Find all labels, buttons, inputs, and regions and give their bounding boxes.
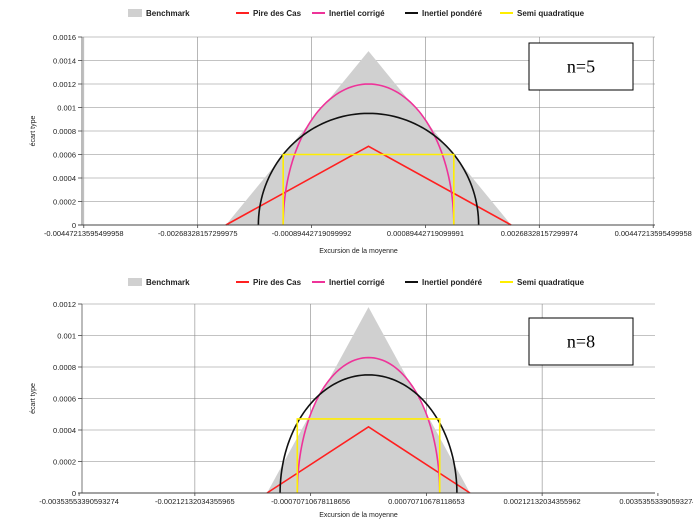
x-tick-label: -0.00212132034355965 xyxy=(155,497,235,506)
y-axis-title: écart type xyxy=(30,116,37,147)
legend-label-5: Semi quadratique xyxy=(517,9,585,18)
x-tick-label: 0.00070710678118653 xyxy=(388,497,465,506)
series-line-4 xyxy=(279,374,458,494)
y-tick-label: 0.0008 xyxy=(53,363,76,372)
legend-label-3: Inertiel corrigé xyxy=(329,278,385,287)
y-tick-label: 0 xyxy=(72,489,76,498)
y-tick-label: 0.0014 xyxy=(53,57,76,66)
series-line-2 xyxy=(225,145,512,226)
x-tick-label: -0.00070710678118656 xyxy=(271,497,350,506)
y-tick-label: 0.0004 xyxy=(53,426,76,435)
y-tick-label: 0.0008 xyxy=(53,127,76,136)
x-tick-label: 0.00353553390593274 xyxy=(619,497,693,506)
x-tick-label: 0.00447213595499958 xyxy=(615,229,692,238)
legend-swatch-1 xyxy=(128,9,142,17)
legend: Benchmark Pire des Cas Inertiel corrigé Ine… xyxy=(128,9,585,18)
x-tick-label: -0.00268328157299975 xyxy=(158,229,238,238)
x-axis-title: Excursion de la moyenne xyxy=(319,512,398,519)
annotation-text: n=5 xyxy=(567,57,595,77)
y-tick-label: 0.0006 xyxy=(53,151,76,160)
x-tick-label: 0.00268328157299974 xyxy=(501,229,578,238)
series-benchmark-area xyxy=(266,307,471,493)
x-tick-label: -0.00089442719099992 xyxy=(272,229,352,238)
legend-swatch-1 xyxy=(128,278,142,286)
chart-panel-1: Benchmark Pire des Cas Inertiel corrigé Ine… xyxy=(30,9,692,255)
legend-label-4: Inertiel pondéré xyxy=(422,9,483,18)
series-line-5 xyxy=(282,153,455,225)
x-tick-label: -0.00353553390593274 xyxy=(39,497,119,506)
legend-label-5: Semi quadratique xyxy=(517,278,585,287)
y-axis-title: écart type xyxy=(30,383,37,414)
series-line-5 xyxy=(296,418,441,493)
annotation-text: n=8 xyxy=(567,332,595,352)
series-line-3 xyxy=(296,356,441,494)
y-tick-label: 0.0002 xyxy=(53,198,76,207)
legend-label-3: Inertiel corrigé xyxy=(329,9,385,18)
y-tick-label: 0.001 xyxy=(57,332,76,341)
legend-label-1: Benchmark xyxy=(146,278,190,287)
y-tick-label: 0.0016 xyxy=(53,33,76,42)
series-benchmark-area xyxy=(225,51,512,225)
x-axis-title: Excursion de la moyenne xyxy=(319,248,398,255)
y-tick-label: 0 xyxy=(72,221,76,230)
legend-label-2: Pire des Cas xyxy=(253,278,302,287)
legend-label-2: Pire des Cas xyxy=(253,9,302,18)
y-tick-label: 0.0002 xyxy=(53,458,76,467)
legend: Benchmark Pire des Cas Inertiel corrigé Ine… xyxy=(128,278,585,287)
legend-label-1: Benchmark xyxy=(146,9,190,18)
y-tick-label: 0.0006 xyxy=(53,395,76,404)
y-tick-label: 0.0012 xyxy=(53,80,76,89)
y-tick-label: 0.001 xyxy=(57,104,76,113)
x-tick-label: 0.00089442719099991 xyxy=(387,229,464,238)
x-tick-label: -0.00447213595499958 xyxy=(44,229,124,238)
y-tick-label: 0.0004 xyxy=(53,174,76,183)
y-tick-label: 0.0012 xyxy=(53,300,76,309)
x-tick-label: 0.00212132034355962 xyxy=(504,497,581,506)
annotation-box xyxy=(528,317,634,366)
series-line-4 xyxy=(257,112,480,226)
chart-panel-2: Benchmark Pire des Cas Inertiel corrigé Ine… xyxy=(30,278,693,519)
series-line-2 xyxy=(266,425,471,494)
annotation-box xyxy=(528,42,634,91)
legend-label-4: Inertiel pondéré xyxy=(422,278,483,287)
